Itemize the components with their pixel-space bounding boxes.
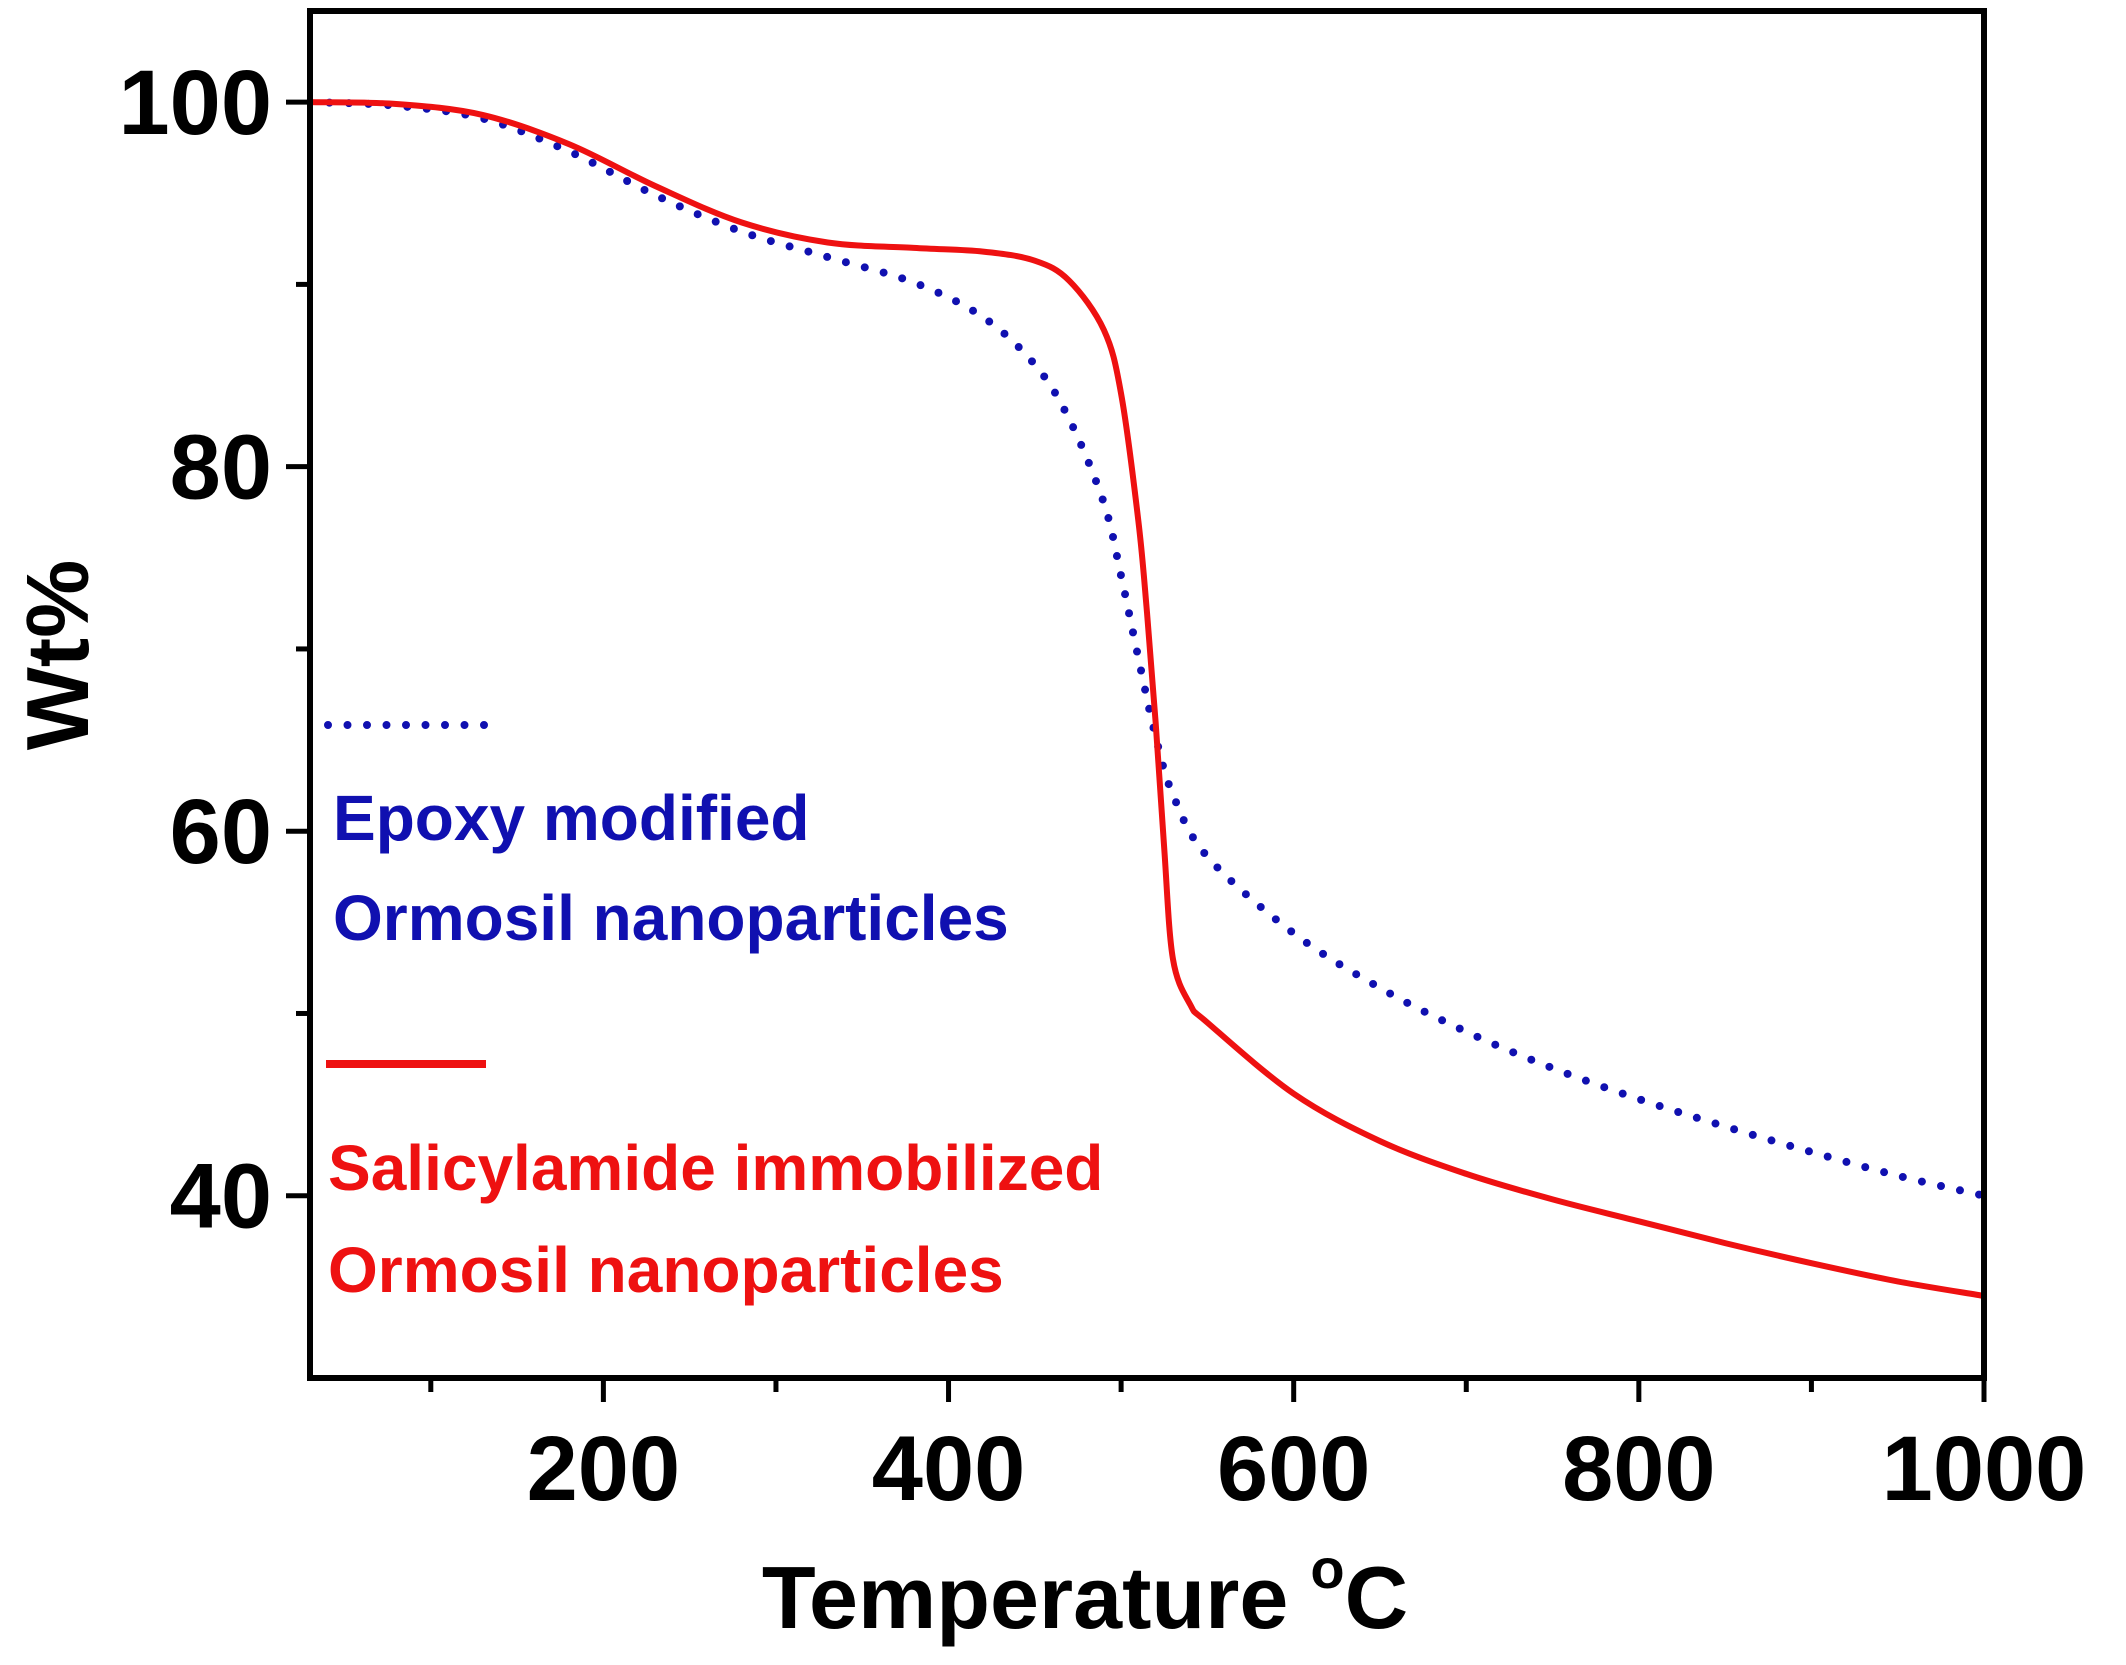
- legend-label-epoxy-line1: Epoxy modified: [333, 782, 810, 854]
- curves-layer: [306, 98, 1988, 1299]
- legend-label-salicylamide-line1: Salicylamide immobilized: [328, 1132, 1103, 1204]
- y-tick-label: 80: [170, 417, 272, 519]
- legend-label-epoxy-line2: Ormosil nanoparticles: [333, 882, 1009, 954]
- x-axis-title: Temperature oC: [762, 1537, 1408, 1647]
- tick-labels-layer: 200 400 600 800 1000 40 60 80 100: [119, 52, 2087, 1520]
- y-tick-label: 100: [119, 52, 273, 154]
- x-axis-unit-superscript: o: [1310, 1537, 1344, 1600]
- x-tick-label: 400: [872, 1418, 1026, 1520]
- x-tick-label: 600: [1217, 1418, 1371, 1520]
- legend: Epoxy modified Ormosil nanoparticles Sal…: [324, 721, 1103, 1306]
- plot-frame: [307, 8, 1987, 1381]
- x-tick-label: 800: [1562, 1418, 1716, 1520]
- x-tick-label: 200: [527, 1418, 681, 1520]
- y-tick-label: 40: [170, 1146, 272, 1248]
- y-tick-label: 60: [170, 781, 272, 883]
- x-axis-title-text: Temperature: [762, 1548, 1289, 1647]
- legend-label-salicylamide-line2: Ormosil nanoparticles: [328, 1234, 1004, 1306]
- x-tick-label: 1000: [1882, 1418, 2087, 1520]
- y-axis-title: Wt%: [8, 560, 107, 751]
- x-axis-unit: C: [1345, 1548, 1409, 1647]
- series-line-epoxy: [306, 98, 1988, 1200]
- ticks-layer: [286, 99, 1987, 1402]
- series-line-salicylamide: [307, 99, 1987, 1299]
